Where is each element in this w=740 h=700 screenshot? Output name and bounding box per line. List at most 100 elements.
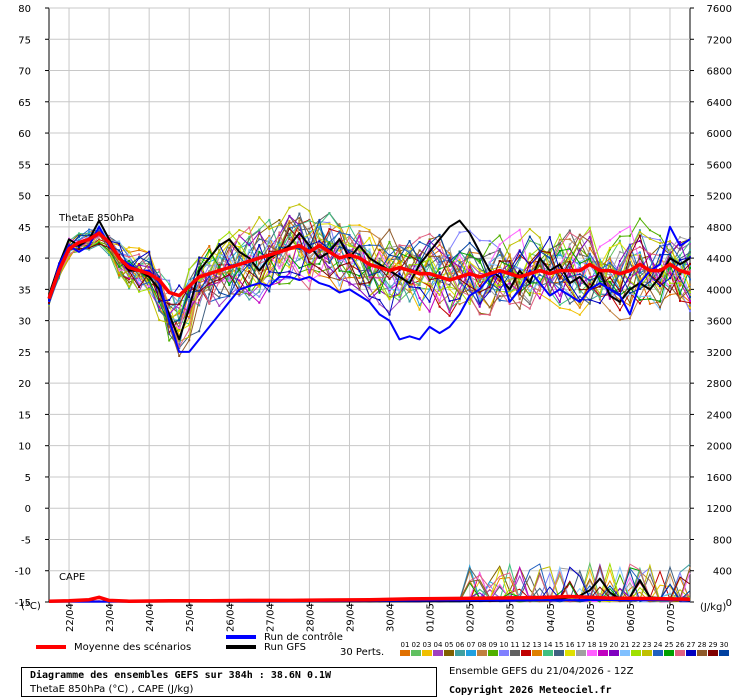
pert-point bbox=[148, 257, 151, 260]
pert-point bbox=[488, 279, 491, 282]
pert-point bbox=[268, 262, 271, 265]
pert-point bbox=[188, 315, 191, 318]
pert-point bbox=[498, 248, 501, 251]
pert-point bbox=[458, 253, 461, 256]
pert-point bbox=[178, 307, 181, 310]
pert-point bbox=[659, 292, 661, 295]
pert-point bbox=[508, 253, 511, 256]
pert-point bbox=[608, 309, 611, 312]
pert-point bbox=[98, 239, 101, 242]
pert-point bbox=[608, 284, 611, 287]
pert-point bbox=[458, 231, 461, 234]
pert-point bbox=[148, 286, 151, 289]
pert-point bbox=[468, 281, 471, 284]
pert-point bbox=[448, 283, 451, 286]
pert-point bbox=[138, 286, 141, 289]
pert-point bbox=[648, 302, 651, 305]
pert-point bbox=[638, 275, 641, 278]
pert-point bbox=[568, 238, 571, 241]
pert-legend-swatch bbox=[477, 650, 487, 656]
pert-point bbox=[208, 280, 211, 283]
pert-point bbox=[488, 313, 491, 316]
pert-legend-number: 07 bbox=[467, 641, 476, 649]
pert-point bbox=[669, 249, 671, 252]
pert-point bbox=[538, 250, 541, 253]
pert-point bbox=[128, 285, 131, 288]
pert-point bbox=[638, 279, 641, 282]
pert-point bbox=[578, 233, 581, 236]
pert-point bbox=[398, 247, 401, 250]
pert-point bbox=[128, 277, 131, 280]
pert-point bbox=[478, 268, 481, 271]
pert-point bbox=[228, 258, 231, 261]
pert-legend-swatch bbox=[664, 650, 674, 656]
pert-point bbox=[318, 225, 321, 228]
pert-point bbox=[659, 245, 661, 248]
pert-point bbox=[128, 250, 131, 253]
pert-point bbox=[538, 274, 541, 276]
pert-point bbox=[669, 240, 671, 243]
pert-point bbox=[238, 229, 241, 231]
x-tick-label: 03/05 bbox=[506, 603, 517, 632]
pert-point bbox=[438, 249, 441, 252]
pert-legend-swatch bbox=[411, 650, 421, 656]
pert-legend-number: 29 bbox=[709, 641, 718, 649]
pert-point bbox=[528, 255, 531, 258]
pert-point bbox=[378, 286, 381, 289]
pert-point bbox=[608, 282, 611, 285]
pert-point bbox=[298, 212, 301, 215]
pert-point bbox=[288, 264, 291, 267]
x-tick-label: 25/04 bbox=[185, 603, 196, 632]
pert-point bbox=[358, 274, 361, 277]
pert-point bbox=[598, 280, 601, 283]
legend-mean-label: Moyenne des scénarios bbox=[74, 641, 191, 653]
pert-point bbox=[368, 281, 371, 284]
left-tick-label: 50 bbox=[18, 192, 31, 203]
pert-point bbox=[638, 257, 641, 260]
pert-point bbox=[88, 228, 91, 231]
pert-point bbox=[88, 231, 91, 233]
pert-point bbox=[628, 317, 631, 320]
pert-point bbox=[208, 248, 211, 251]
pert-legend-swatch bbox=[719, 650, 729, 656]
pert-point bbox=[188, 298, 191, 301]
x-tick-label: 07/05 bbox=[666, 603, 677, 632]
pert-point bbox=[288, 220, 291, 223]
pert-point bbox=[378, 278, 381, 281]
pert-point bbox=[188, 324, 191, 327]
pert-point bbox=[608, 262, 611, 264]
pert-point bbox=[298, 271, 301, 274]
pert-point bbox=[198, 302, 201, 305]
pert-point bbox=[338, 277, 341, 280]
pert-point bbox=[118, 242, 121, 245]
pert-point bbox=[548, 248, 551, 251]
right-tick-label: 4800 bbox=[707, 223, 732, 234]
pert-point bbox=[438, 258, 441, 261]
pert-point bbox=[689, 306, 691, 309]
pert-point bbox=[398, 300, 401, 303]
pert-point bbox=[278, 239, 281, 242]
pert-point bbox=[468, 283, 471, 286]
pert-point bbox=[358, 268, 361, 271]
run-info: Ensemble GEFS du 21/04/2026 - 12Z bbox=[449, 666, 634, 677]
left-tick-label: 5 bbox=[25, 473, 31, 484]
pert-point bbox=[308, 267, 311, 270]
pert-point bbox=[458, 258, 461, 261]
pert-point bbox=[408, 288, 411, 290]
pert-point bbox=[468, 254, 471, 257]
pert-point bbox=[669, 267, 671, 270]
pert-point bbox=[328, 241, 331, 244]
pert-legend-swatch bbox=[521, 650, 531, 656]
pert-point bbox=[418, 304, 421, 307]
pert-point bbox=[328, 266, 331, 269]
pert-point bbox=[268, 240, 271, 243]
pert-point bbox=[208, 277, 211, 280]
pert-point bbox=[578, 280, 581, 283]
pert-point bbox=[458, 299, 461, 302]
pert-point bbox=[128, 246, 131, 249]
pert-point bbox=[278, 243, 281, 246]
pert-point bbox=[258, 238, 261, 241]
pert-point bbox=[58, 277, 60, 280]
pert-point bbox=[679, 259, 681, 262]
pert-point bbox=[408, 254, 411, 257]
